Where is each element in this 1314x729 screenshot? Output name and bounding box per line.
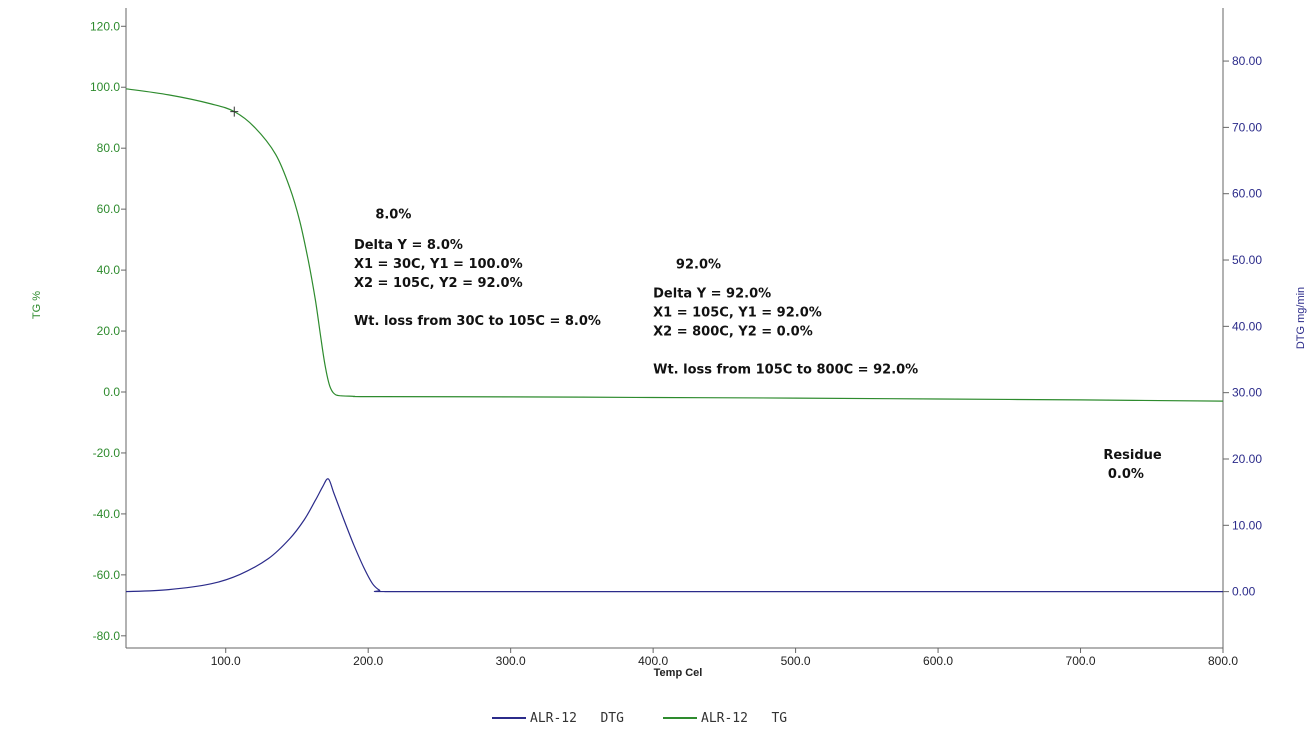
legend: ALR-12 DTG ALR-12 TG (492, 711, 787, 726)
annotation-line: 92.0% (676, 258, 721, 273)
annotation-3: Delta Y = 92.0% X1 = 105C, Y1 = 92.0% X2 =… (653, 287, 918, 378)
x-tick-label: 700.0 (1066, 654, 1096, 668)
annotation-2: 92.0% (676, 258, 721, 273)
annotation-1: Delta Y = 8.0% X1 = 30C, Y1 = 100.0% X2 = … (354, 238, 601, 329)
left-tick-label: 100.0 (90, 80, 120, 94)
right-tick-label: 70.00 (1232, 120, 1262, 134)
dtg-series-line (125, 478, 1223, 593)
legend-label-tg: ALR-12 TG (701, 711, 787, 726)
annotation-line: X2 = 105C, Y2 = 92.0% (354, 276, 523, 291)
right-tick-label: 20.00 (1232, 452, 1262, 466)
left-tick-label: 40.0 (97, 263, 121, 277)
right-tick-label: 60.00 (1232, 187, 1262, 201)
left-tick-label: 0.0 (103, 385, 120, 399)
annotation-4: Residue 0.0% (1103, 448, 1162, 482)
annotation-line: 0.0% (1103, 467, 1144, 482)
annotation-line: X2 = 800C, Y2 = 0.0% (653, 325, 813, 340)
series-layer (125, 88, 1224, 593)
left-tick-label: -20.0 (93, 446, 121, 460)
annotation-line: Wt. loss from 105C to 800C = 92.0% (653, 363, 918, 378)
x-tick-label: 600.0 (923, 654, 953, 668)
annotation-0: 8.0% (375, 207, 411, 222)
left-tick-label: -40.0 (93, 507, 121, 521)
x-tick-label: 500.0 (781, 654, 811, 668)
right-tick-label: 30.00 (1232, 386, 1262, 400)
x-tick-label: 400.0 (638, 654, 668, 668)
right-tick-label: 50.00 (1232, 253, 1262, 267)
x-tick-label: 300.0 (496, 654, 526, 668)
left-tick-label: 120.0 (90, 19, 120, 33)
plot-frame (125, 8, 1224, 649)
tg-series-line (125, 88, 1224, 402)
annotation-line: Delta Y = 8.0% (354, 238, 463, 253)
left-tick-label: -60.0 (93, 568, 121, 582)
annotations: 8.0% Delta Y = 8.0% X1 = 30C, Y1 = 100.0% X… (354, 207, 1162, 482)
right-tick-label: 80.00 (1232, 54, 1262, 68)
x-tick-label: 800.0 (1208, 654, 1238, 668)
right-tick-label: 0.00 (1232, 585, 1256, 599)
right-axis-title: DTG mg/min (1295, 287, 1307, 349)
x-tick-label: 200.0 (353, 654, 383, 668)
right-axis: 80.00 70.00 60.00 50.00 40.00 30.00 20.00 10.00… (1223, 54, 1262, 599)
annotation-line (354, 295, 359, 310)
x-axis-title: Temp Cel (654, 667, 703, 679)
annotation-line: 8.0% (375, 207, 411, 222)
annotation-line: Wt. loss from 30C to 105C = 8.0% (354, 314, 601, 329)
left-tick-label: 60.0 (97, 202, 121, 216)
right-tick-label: 40.00 (1232, 319, 1262, 333)
left-axis-title: TG % (31, 291, 43, 319)
right-tick-label: 10.00 (1232, 518, 1262, 532)
left-axis: 120.0 100.0 80.0 60.0 40.0 20.0 0.0 -20.0 -40.0 -… (90, 19, 126, 643)
left-tick-label: 20.0 (97, 324, 121, 338)
left-tick-label: -80.0 (93, 629, 121, 643)
legend-label-dtg: ALR-12 DTG (530, 711, 624, 726)
x-tick-label: 100.0 (211, 654, 241, 668)
annotation-line (653, 344, 658, 359)
left-tick-label: 80.0 (97, 141, 121, 155)
annotation-line: X1 = 30C, Y1 = 100.0% (354, 257, 523, 272)
annotation-line: Delta Y = 92.0% (653, 287, 771, 302)
annotation-line: X1 = 105C, Y1 = 92.0% (653, 306, 822, 321)
x-axis: 100.0 200.0 300.0 400.0 500.0 600.0 700.0 800.0 (211, 648, 1238, 668)
annotation-line: Residue (1103, 448, 1162, 463)
